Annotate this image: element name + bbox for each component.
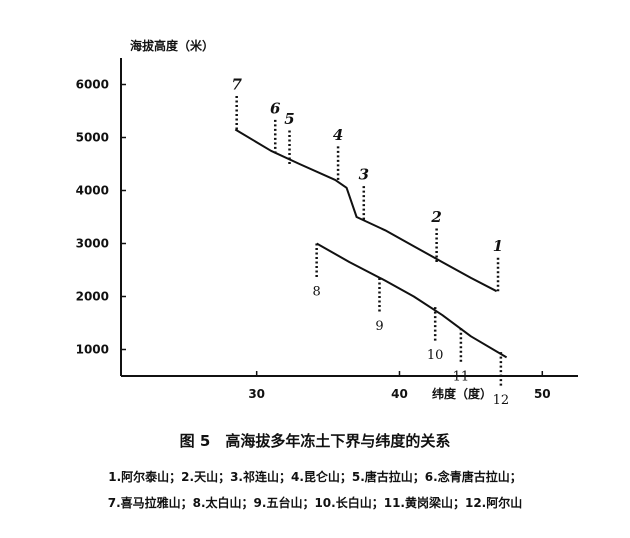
marker-label-4: 4	[333, 126, 343, 144]
figure-caption: 图 5 高海拔多年冻土下界与纬度的关系	[179, 432, 451, 450]
marker-label-5: 5	[284, 110, 294, 128]
y-tick-label: 2000	[76, 290, 109, 304]
marker-label-1: 1	[493, 237, 503, 255]
series-line-1	[234, 128, 498, 293]
marker-label-10: 10	[427, 348, 444, 363]
y-ticks: 6000 5000 4000 3000 2000 1000	[76, 78, 126, 357]
marker-label-9: 9	[375, 319, 383, 334]
x-tick-label: 40	[391, 387, 408, 401]
marker-label-7: 7	[231, 76, 242, 94]
y-tick-label: 3000	[76, 237, 109, 251]
marker-label-2: 2	[430, 208, 441, 226]
y-tick-label: 4000	[76, 184, 109, 198]
marker-label-12: 12	[493, 393, 510, 408]
y-tick-label: 5000	[76, 131, 109, 145]
x-axis-label: 纬度（度）	[432, 386, 492, 401]
x-tick-label: 50	[534, 387, 551, 401]
series-lines	[234, 128, 508, 359]
marker-label-3: 3	[359, 166, 369, 184]
latitude-elevation-chart: 海拔高度（米） 纬度（度） 6000 5000 4000 3000 2000 1000 3…	[76, 38, 578, 409]
legend-line-2: 7.喜马拉雅山；8.太白山；9.五台山；10.长白山；11.黄岗梁山；12.阿尔…	[107, 496, 523, 510]
y-tick-label: 6000	[76, 78, 109, 92]
y-tick-label: 1000	[76, 343, 109, 357]
marker-label-11: 11	[453, 369, 470, 384]
marker-label-6: 6	[270, 99, 281, 117]
axes	[120, 58, 578, 377]
x-tick-label: 30	[248, 387, 265, 401]
y-axis-label: 海拔高度（米）	[130, 38, 214, 53]
legend-line-1: 1.阿尔泰山；2.天山；3.祁连山；4.昆仑山；5.唐古拉山；6.念青唐古拉山；	[108, 470, 522, 484]
marker-label-8: 8	[313, 285, 321, 300]
x-ticks: 30 40 50	[248, 371, 551, 401]
series-line-2	[316, 242, 508, 359]
